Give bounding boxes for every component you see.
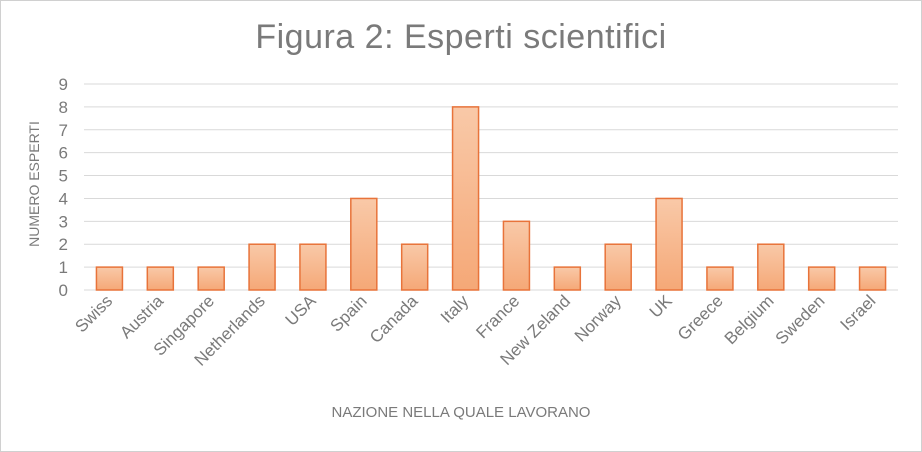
y-tick-label-1: 1 bbox=[59, 258, 68, 277]
y-tick-label-8: 8 bbox=[59, 98, 68, 117]
y-tick-label-9: 9 bbox=[59, 75, 68, 94]
y-tick-labels: 0 1 2 3 4 5 6 7 8 9 bbox=[59, 75, 68, 300]
bar-5 bbox=[350, 197, 378, 291]
y-tick-label-7: 7 bbox=[59, 121, 68, 140]
bar-6 bbox=[400, 243, 429, 291]
bar-15 bbox=[858, 266, 887, 291]
bar-10 bbox=[604, 243, 632, 291]
bar-9 bbox=[553, 266, 582, 291]
x-tick-label-0: Swiss bbox=[71, 291, 116, 336]
x-axis-label: NAZIONE NELLA QUALE LAVORANO bbox=[331, 404, 591, 421]
bar-13 bbox=[757, 243, 785, 291]
x-tick-label-13: Belgium bbox=[721, 291, 778, 348]
y-tick-label-5: 5 bbox=[59, 167, 68, 186]
x-tick-label-8: France bbox=[472, 291, 523, 342]
bar-7 bbox=[451, 106, 480, 291]
x-tick-label-15: Israel bbox=[837, 291, 880, 334]
x-tick-label-1: Austria bbox=[116, 291, 167, 342]
bar-11 bbox=[655, 197, 683, 291]
x-tick-label-7: Italy bbox=[437, 291, 473, 327]
x-tick-label-14: Sweden bbox=[772, 291, 829, 348]
y-tick-label-0: 0 bbox=[59, 281, 68, 300]
bars bbox=[95, 106, 887, 291]
y-tick-label-3: 3 bbox=[59, 212, 68, 231]
x-tick-label-4: USA bbox=[282, 291, 321, 330]
y-tick-label-2: 2 bbox=[59, 235, 68, 254]
bar-2 bbox=[197, 266, 225, 291]
x-tick-label-5: Spain bbox=[326, 291, 370, 335]
y-tick-label-6: 6 bbox=[59, 144, 68, 163]
bar-14 bbox=[807, 266, 836, 291]
x-tick-label-10: Norway bbox=[571, 291, 626, 346]
bar-0 bbox=[95, 266, 124, 291]
chart-title: Figura 2: Esperti scientifici bbox=[255, 18, 667, 56]
bar-1 bbox=[146, 266, 175, 291]
x-tick-label-11: UK bbox=[646, 291, 677, 322]
y-tick-label-4: 4 bbox=[59, 189, 68, 208]
x-tick-label-12: Greece bbox=[674, 291, 727, 344]
bar-4 bbox=[299, 243, 327, 291]
bar-8 bbox=[502, 220, 531, 291]
bar-12 bbox=[706, 266, 734, 291]
bar-3 bbox=[248, 243, 276, 291]
x-tick-label-6: Canada bbox=[366, 291, 422, 347]
